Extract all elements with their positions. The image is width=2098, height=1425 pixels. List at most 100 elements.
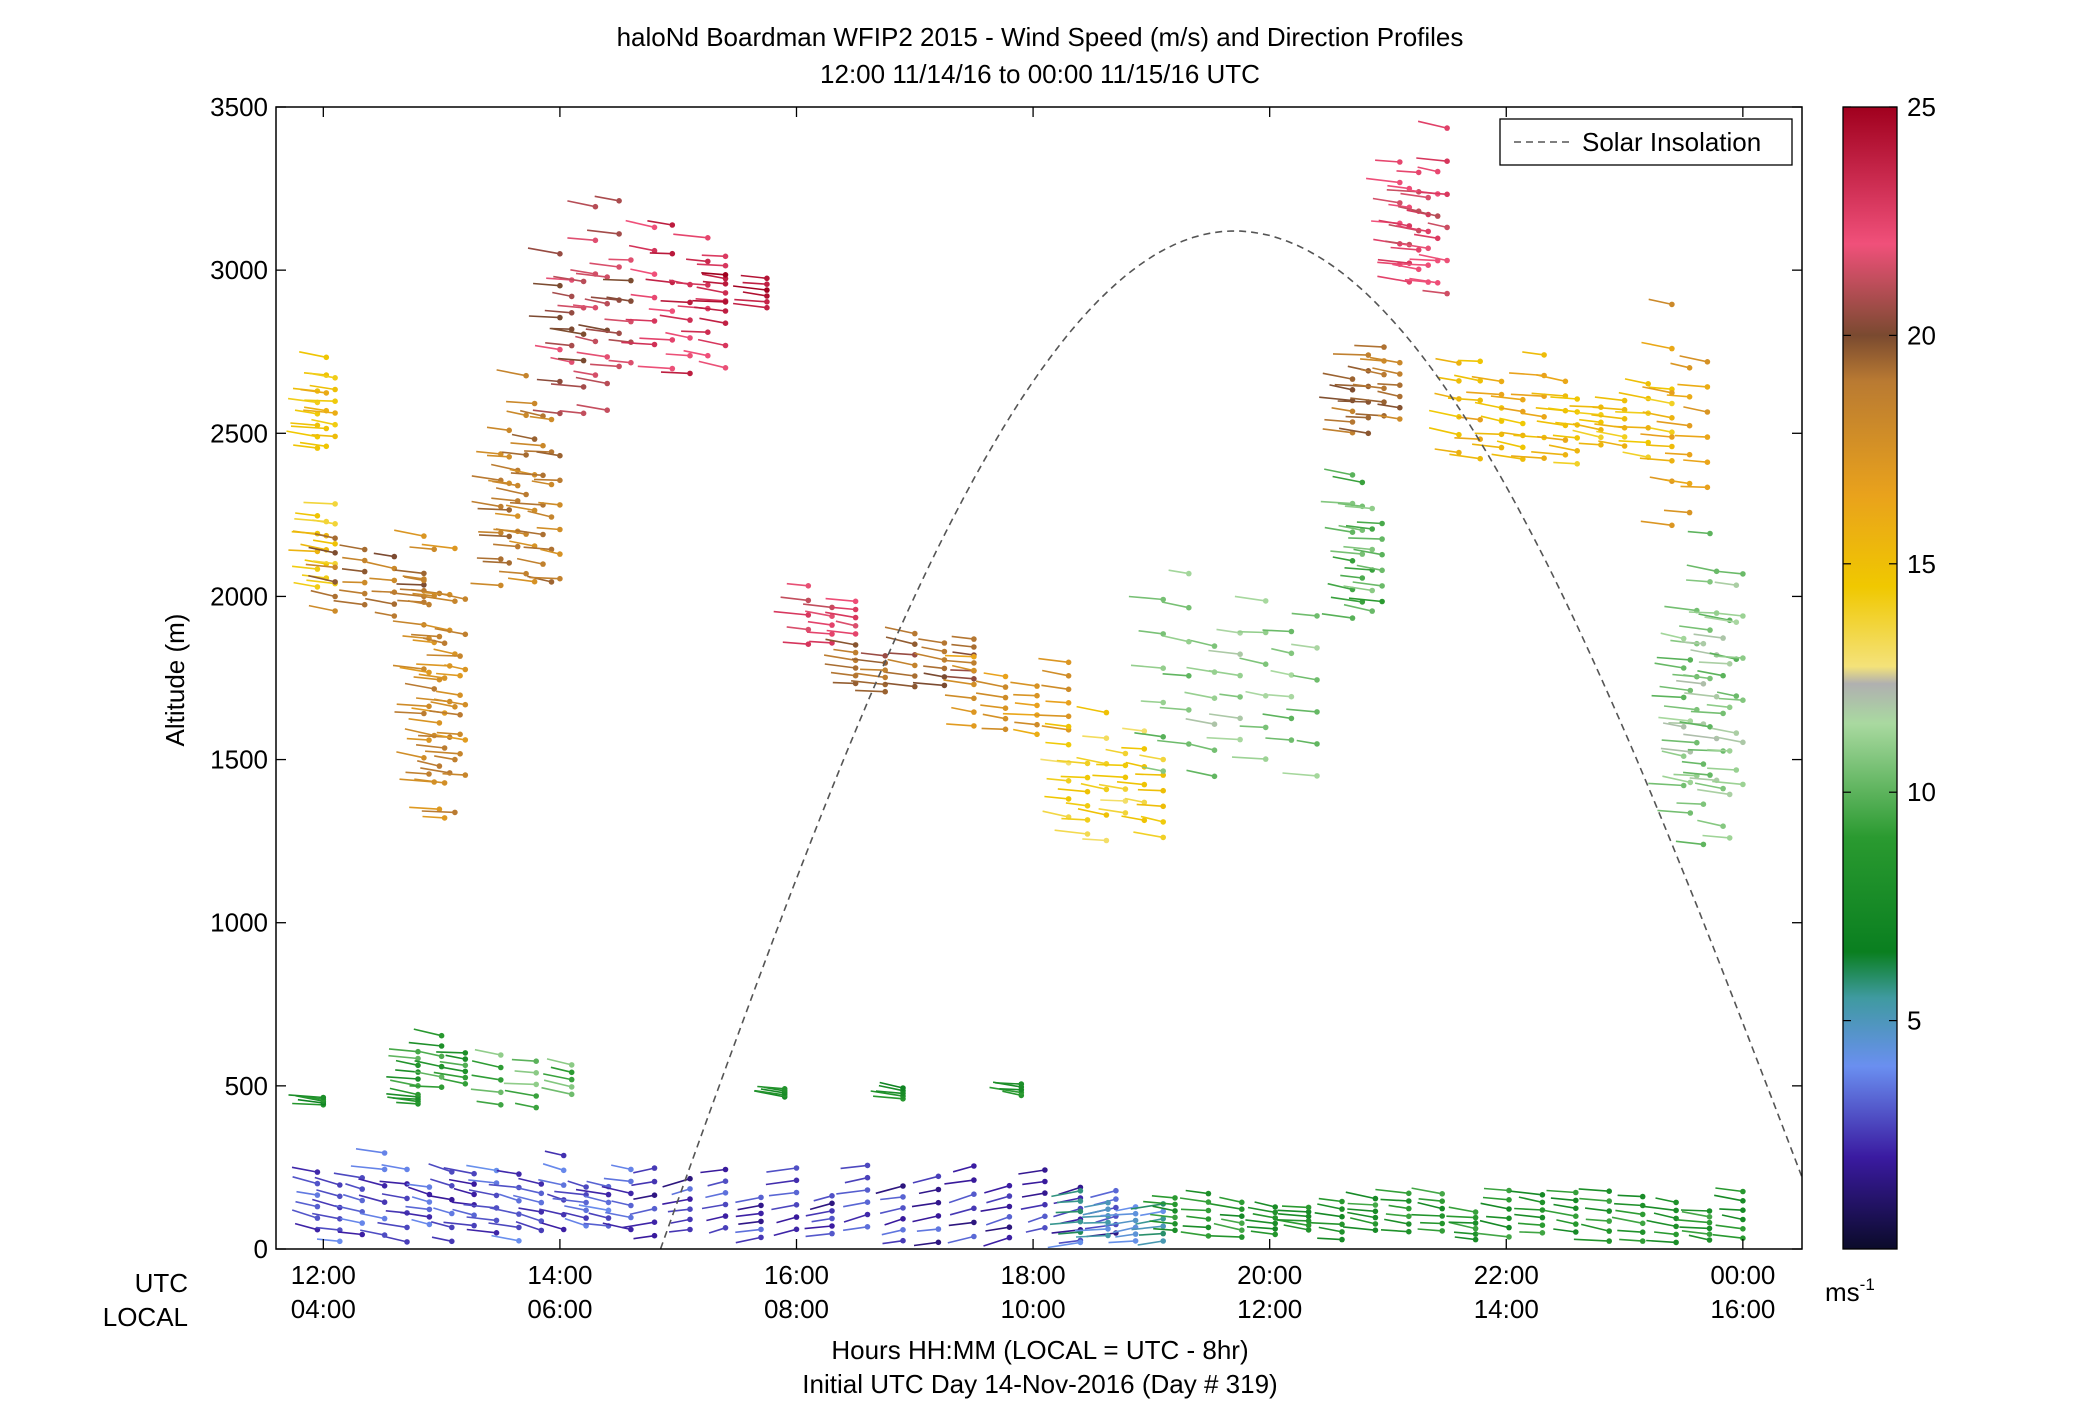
wind-barb <box>1380 1229 1409 1233</box>
wind-barb <box>521 1213 542 1222</box>
wind-barb-head <box>758 1226 764 1233</box>
wind-barb <box>405 771 430 775</box>
wind-barb <box>765 1179 797 1186</box>
wind-barb-head <box>758 1202 764 1209</box>
wind-barb <box>586 1180 609 1188</box>
wind-barb <box>665 353 691 357</box>
wind-barb <box>466 1228 497 1234</box>
wind-barb <box>1184 691 1215 699</box>
wind-barb-head <box>805 612 812 618</box>
wind-barb-head <box>1669 345 1675 352</box>
wind-barb-head <box>900 1205 906 1211</box>
wind-barb <box>1318 1226 1343 1233</box>
wind-barb-head <box>568 293 575 300</box>
wind-barb <box>1098 783 1126 790</box>
wind-barb <box>1378 219 1410 227</box>
wind-barb-head <box>1314 645 1320 651</box>
wind-barb-head <box>971 653 977 660</box>
wind-barb-head <box>1707 579 1713 585</box>
chart-subtitle: 12:00 11/14/16 to 00:00 11/15/16 UTC <box>820 59 1260 89</box>
wind-barb <box>1115 1206 1136 1212</box>
wind-barb-head <box>1006 1234 1013 1241</box>
wind-barb <box>358 1194 385 1203</box>
wind-barb-head <box>1034 721 1040 728</box>
wind-barb-head <box>1314 741 1320 747</box>
x-tick-label-utc: 20:00 <box>1237 1260 1302 1290</box>
wind-barb-head <box>323 425 330 432</box>
wind-barb <box>948 1221 974 1227</box>
wind-barb-head <box>882 688 888 695</box>
wind-barb <box>1592 406 1625 411</box>
wind-barb-head <box>449 1224 455 1231</box>
wind-barb-head <box>361 601 368 608</box>
wind-barb-head <box>1406 1205 1412 1212</box>
wind-barb-head <box>1720 710 1726 717</box>
wind-barb <box>1585 1218 1610 1222</box>
wind-barb-head <box>557 526 563 533</box>
wind-barb <box>436 731 461 736</box>
wind-barb <box>1619 1238 1643 1242</box>
wind-barb <box>1663 509 1690 514</box>
wind-barb <box>1125 761 1145 768</box>
wind-barb <box>1661 750 1684 757</box>
wind-barb-head <box>722 1213 729 1219</box>
wind-barb-head <box>314 1169 321 1175</box>
wind-barb <box>502 451 527 456</box>
wind-barb-head <box>1113 1204 1119 1211</box>
wind-barb-head <box>722 1166 729 1173</box>
wind-barb <box>1706 703 1730 709</box>
wind-barb-head <box>1272 1204 1278 1210</box>
wind-barb-head <box>1262 693 1269 699</box>
wind-barb <box>735 1196 762 1204</box>
wind-barb-head <box>605 1199 612 1206</box>
wind-barb-head <box>1477 358 1483 365</box>
wind-barb-head <box>533 1081 539 1088</box>
wind-barb-head <box>1379 598 1385 605</box>
wind-barb-head <box>1103 837 1110 844</box>
wind-barb <box>1614 1202 1643 1207</box>
wind-barb <box>590 296 620 301</box>
wind-barb-head <box>1237 715 1243 722</box>
wind-barb-head <box>687 1216 693 1223</box>
wind-barb <box>1140 1210 1164 1217</box>
wind-barb <box>1340 574 1363 579</box>
wind-barb <box>1642 386 1673 394</box>
wind-barb <box>742 281 767 285</box>
wind-barb <box>1041 725 1069 731</box>
wind-barb-head <box>381 1199 388 1205</box>
wind-barb <box>611 1164 632 1171</box>
wind-barb <box>518 1177 542 1185</box>
wind-barb <box>832 681 856 685</box>
wind-barb-head <box>1239 1206 1245 1212</box>
wind-barb-head <box>1726 661 1733 667</box>
wind-barb <box>299 351 327 359</box>
wind-barb-head <box>829 1215 835 1222</box>
wind-barb <box>1219 1213 1242 1217</box>
wind-barb-head <box>1239 1213 1245 1219</box>
wind-barb-head <box>404 1166 410 1173</box>
wind-barb <box>1104 1219 1136 1227</box>
wind-barb <box>1412 209 1438 217</box>
wind-barb-head <box>1700 681 1707 687</box>
wind-barb-head <box>628 298 634 304</box>
wind-barb-head <box>498 556 504 562</box>
wind-barb <box>1658 716 1691 722</box>
wind-barb <box>1661 739 1697 744</box>
wind-barb-head <box>337 1193 343 1200</box>
wind-barb-head <box>332 541 338 547</box>
wind-barb <box>550 356 572 363</box>
wind-barb-head <box>722 299 729 305</box>
wind-barb-head <box>1314 709 1320 715</box>
wind-barb <box>1396 225 1429 233</box>
wind-barb <box>303 501 336 505</box>
wind-barb-head <box>1186 570 1192 577</box>
wind-barb-head <box>1733 693 1740 699</box>
wind-barb-head <box>1680 665 1687 671</box>
wind-barb <box>1027 1215 1046 1223</box>
wind-barb-head <box>1211 721 1218 727</box>
wind-barb-head <box>1687 810 1694 816</box>
wind-barb-head <box>1042 1225 1048 1231</box>
wind-barb-head <box>1456 360 1462 366</box>
wind-barb <box>445 1054 466 1060</box>
wind-barb-head <box>1349 387 1356 393</box>
